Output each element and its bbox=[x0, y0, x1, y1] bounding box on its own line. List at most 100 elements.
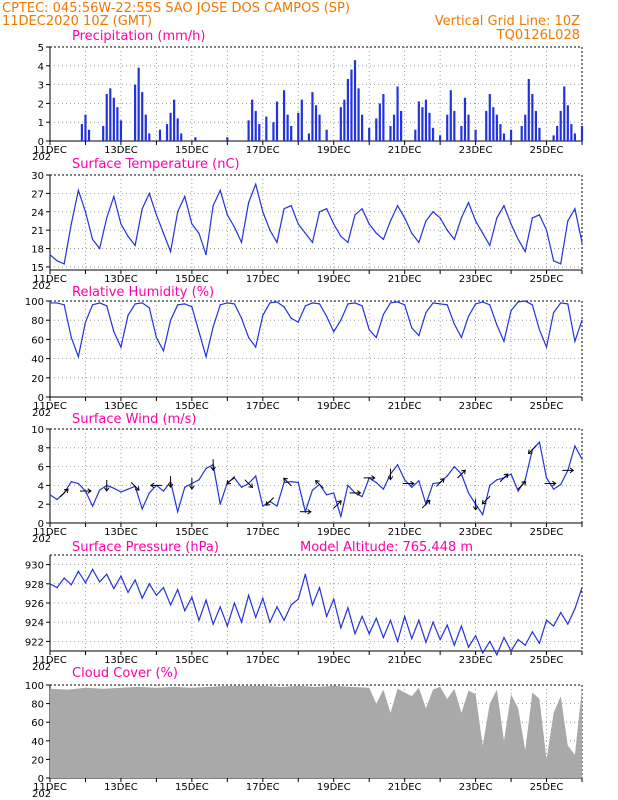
y-tick-label: 8 bbox=[38, 444, 44, 455]
y-tick-label: 15 bbox=[31, 263, 44, 274]
temperature-point bbox=[475, 220, 477, 222]
temperature-point bbox=[439, 217, 441, 219]
x-tick-label: 15DEC bbox=[175, 782, 209, 793]
x-tick-label: 15DEC bbox=[175, 527, 209, 538]
wind-point bbox=[545, 477, 548, 479]
precip-bar bbox=[116, 107, 119, 141]
temperature-point bbox=[347, 241, 349, 244]
pressure-point bbox=[396, 640, 399, 643]
precip-bar bbox=[318, 114, 321, 141]
wind-point bbox=[396, 464, 399, 466]
precip-bar bbox=[527, 78, 530, 141]
run-datetime: 11DEC2020 10Z (GMT) bbox=[2, 14, 152, 29]
precip-bar bbox=[119, 120, 123, 141]
humidity-point bbox=[538, 329, 541, 331]
wind-arrow-head bbox=[134, 486, 140, 491]
y-tick-label: 6 bbox=[38, 463, 44, 474]
pressure-point bbox=[255, 616, 257, 619]
wind-arrow-head bbox=[356, 490, 362, 496]
humidity-point bbox=[404, 304, 406, 306]
temperature-series-line bbox=[49, 182, 583, 265]
temperature-point bbox=[91, 238, 94, 240]
temperature-point bbox=[425, 220, 427, 222]
precip-bar bbox=[580, 125, 584, 141]
x-tick-label: 19DEC bbox=[317, 145, 351, 156]
x-tick-label: 23DEC bbox=[459, 145, 493, 156]
wind-point bbox=[361, 496, 363, 498]
humidity-point bbox=[311, 302, 314, 304]
precip-bar bbox=[520, 125, 523, 141]
pressure-point bbox=[304, 573, 306, 575]
x-tick-label: 17DEC bbox=[246, 274, 280, 285]
wind-arrow-head bbox=[103, 487, 110, 492]
wind-arrow bbox=[226, 476, 236, 485]
precip-bar bbox=[375, 118, 378, 141]
panel-title-cloud: Cloud Cover (%) bbox=[72, 666, 178, 681]
humidity-point bbox=[460, 336, 463, 339]
pressure-point bbox=[453, 644, 455, 646]
pressure-point bbox=[368, 633, 370, 635]
pressure-point bbox=[340, 627, 342, 629]
humidity-point bbox=[503, 340, 505, 342]
humidity-point bbox=[475, 303, 477, 305]
precip-bar bbox=[424, 99, 428, 141]
precip-bar bbox=[251, 99, 254, 141]
wind-point bbox=[326, 494, 328, 496]
humidity-point bbox=[148, 307, 150, 309]
y-tick-label: 20 bbox=[31, 755, 44, 766]
station-header: CPTEC: 045:56W-22:55S SAO JOSE DOS CAMPO… bbox=[2, 1, 350, 16]
pressure-point bbox=[411, 637, 413, 640]
temperature-point bbox=[361, 208, 363, 210]
model-altitude: Model Altitude: 765.448 m bbox=[300, 540, 473, 555]
temperature-point bbox=[404, 217, 406, 219]
precip-bar bbox=[566, 105, 569, 141]
precip-bar bbox=[573, 133, 577, 141]
humidity-point bbox=[84, 321, 87, 323]
pressure-point bbox=[226, 625, 228, 627]
humidity-point bbox=[453, 323, 455, 325]
wind-arrow-head bbox=[167, 483, 174, 488]
y-tick-label: 27 bbox=[31, 189, 44, 200]
y-tick-label: 24 bbox=[31, 208, 44, 219]
temperature-point bbox=[467, 201, 470, 204]
humidity-point bbox=[162, 350, 165, 352]
x-tick-label: 23DEC bbox=[459, 782, 493, 793]
temperature-point bbox=[120, 223, 122, 225]
precip-bar bbox=[556, 125, 559, 141]
wind-arrow-head bbox=[150, 482, 155, 489]
humidity-point bbox=[177, 304, 179, 306]
y-tick-label: 924 bbox=[25, 618, 44, 629]
precip-bar bbox=[339, 107, 342, 141]
wind-point bbox=[219, 503, 221, 505]
pressure-point bbox=[318, 587, 321, 589]
x-tick-label: 25DEC bbox=[530, 401, 564, 412]
pressure-point bbox=[297, 598, 299, 600]
precip-bar bbox=[570, 124, 573, 141]
x-tick-label: 13DEC bbox=[104, 401, 138, 412]
wind-arrow-head bbox=[410, 480, 415, 487]
pressure-point bbox=[248, 594, 250, 596]
temperature-point bbox=[141, 208, 143, 210]
humidity-point bbox=[368, 329, 370, 331]
temperature-point bbox=[453, 238, 455, 240]
pressure-point bbox=[49, 583, 51, 585]
wind-point bbox=[467, 492, 470, 494]
x-tick-label: 23DEC bbox=[459, 655, 493, 666]
year-stub: 202 bbox=[32, 534, 51, 545]
pressure-point bbox=[141, 597, 143, 599]
y-tick-label: 21 bbox=[31, 226, 44, 237]
precip-bar bbox=[343, 99, 346, 141]
wind-arrow bbox=[283, 477, 292, 487]
humidity-point bbox=[361, 305, 363, 307]
temperature-point bbox=[134, 244, 136, 247]
temperature-point bbox=[326, 208, 328, 210]
precip-bar bbox=[176, 118, 179, 141]
humidity-point bbox=[304, 305, 306, 307]
year-stub: 202 bbox=[32, 408, 51, 419]
pressure-point bbox=[63, 577, 65, 579]
temperature-point bbox=[311, 241, 314, 244]
temperature-point bbox=[354, 214, 356, 216]
pressure-point bbox=[198, 619, 200, 621]
pressure-point bbox=[439, 638, 441, 641]
precip-bar bbox=[417, 101, 420, 141]
